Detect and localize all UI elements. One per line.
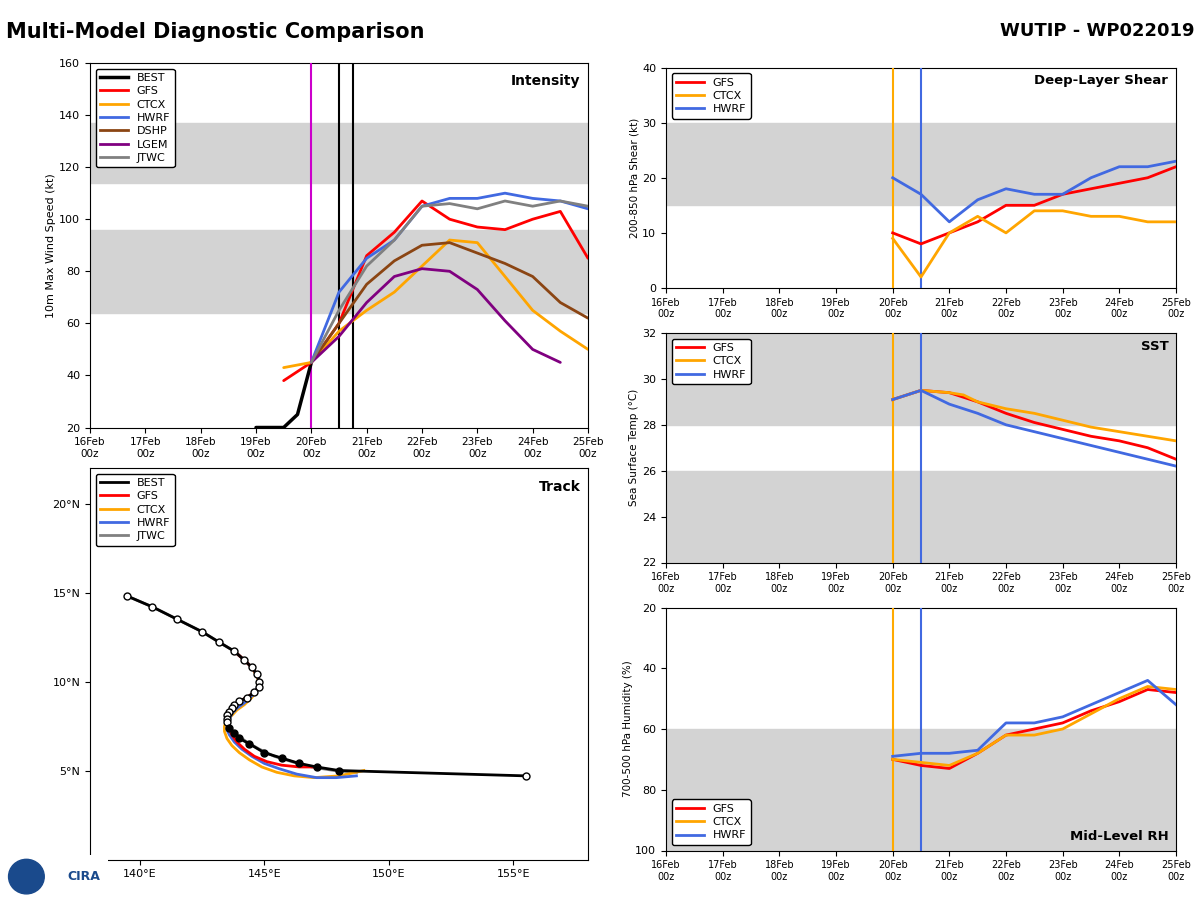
Legend: BEST, GFS, CTCX, HWRF, JTWC: BEST, GFS, CTCX, HWRF, JTWC bbox=[96, 473, 175, 545]
Legend: BEST, GFS, CTCX, HWRF, DSHP, LGEM, JTWC: BEST, GFS, CTCX, HWRF, DSHP, LGEM, JTWC bbox=[96, 68, 175, 167]
Bar bbox=[666, 729, 1176, 850]
Y-axis label: 10m Max Wind Speed (kt): 10m Max Wind Speed (kt) bbox=[47, 173, 56, 318]
Text: SST: SST bbox=[1140, 340, 1169, 353]
Y-axis label: Sea Surface Temp (°C): Sea Surface Temp (°C) bbox=[629, 389, 640, 507]
Text: Mid-Level RH: Mid-Level RH bbox=[1069, 830, 1169, 843]
Bar bbox=[666, 333, 1176, 425]
Bar bbox=[666, 471, 1176, 562]
Bar bbox=[90, 123, 588, 183]
Legend: GFS, CTCX, HWRF: GFS, CTCX, HWRF bbox=[672, 73, 751, 119]
Y-axis label: 200-850 hPa Shear (kt): 200-850 hPa Shear (kt) bbox=[629, 118, 640, 238]
Legend: GFS, CTCX, HWRF: GFS, CTCX, HWRF bbox=[672, 799, 751, 845]
Bar bbox=[90, 230, 588, 313]
Text: Intensity: Intensity bbox=[511, 74, 581, 88]
Y-axis label: 700-500 hPa Humidity (%): 700-500 hPa Humidity (%) bbox=[623, 661, 632, 797]
Text: Track: Track bbox=[539, 480, 581, 494]
Text: Deep-Layer Shear: Deep-Layer Shear bbox=[1034, 74, 1169, 87]
Text: CIRA: CIRA bbox=[67, 870, 100, 883]
Legend: GFS, CTCX, HWRF: GFS, CTCX, HWRF bbox=[672, 338, 751, 384]
Ellipse shape bbox=[8, 860, 44, 894]
Text: WUTIP - WP022019: WUTIP - WP022019 bbox=[1000, 22, 1194, 40]
Text: Multi-Model Diagnostic Comparison: Multi-Model Diagnostic Comparison bbox=[6, 22, 425, 42]
Bar bbox=[666, 122, 1176, 205]
